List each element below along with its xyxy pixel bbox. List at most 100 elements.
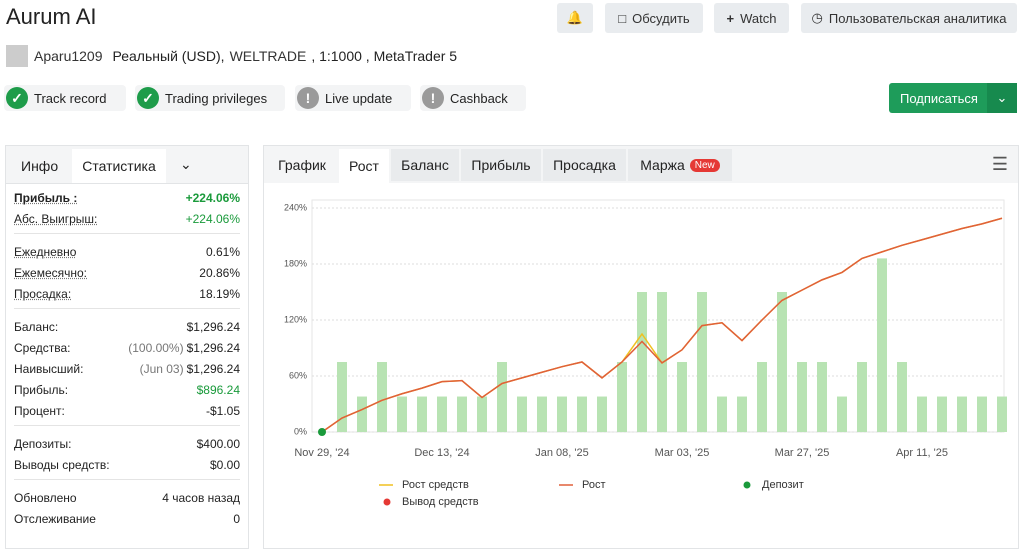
separator [14, 308, 240, 309]
stat-value-text: $0.00 [209, 458, 240, 472]
stat-label: Депозиты: [14, 437, 72, 451]
chart-tab[interactable]: График [278, 157, 326, 173]
stat-value-text: 18.19% [199, 287, 240, 301]
bell-button[interactable]: 🔔 [557, 3, 593, 33]
bar [817, 362, 827, 432]
stat-value: 18.19% [199, 287, 240, 301]
chart-tab[interactable]: Просадка [543, 149, 626, 181]
stat-row: Отслеживание 0 [14, 512, 240, 526]
user-link[interactable]: Aparu1209 [34, 48, 103, 64]
bar [457, 396, 467, 432]
badge: ✓ Track record [4, 85, 126, 111]
stat-value: (100.00%) $1,296.24 [128, 341, 240, 355]
badge-label: Trading privileges [165, 90, 268, 106]
bar [497, 362, 507, 432]
badge-icon: ✓ [137, 87, 159, 109]
account-details: , 1:1000 , MetaTrader 5 [311, 48, 458, 64]
subscribe-button[interactable]: Подписаться ⌄ [889, 83, 1017, 113]
stat-row: Выводы средств: $0.00 [14, 458, 240, 472]
stat-label: Обновлено [14, 491, 77, 505]
broker-link[interactable]: WELTRADE [229, 48, 307, 64]
stat-value-text: +224.06% [185, 191, 240, 205]
y-tick-label: 60% [289, 370, 307, 380]
stat-value-text: 0.61% [205, 245, 240, 259]
stat-row: Ежедневно 0.61% [14, 245, 240, 259]
bar [437, 396, 447, 432]
stat-row: Наивысший: (Jun 03) $1,296.24 [14, 362, 240, 376]
stat-label: Абс. Выигрыш: [14, 212, 98, 226]
stat-value: -$1.05 [206, 404, 240, 418]
settings-icon[interactable]: ☰ [991, 154, 1008, 174]
legend-swatch [743, 481, 751, 489]
chart-tab[interactable]: Рост [339, 149, 389, 183]
y-tick-label: 240% [284, 202, 307, 212]
bar [417, 396, 427, 432]
bar [357, 396, 367, 432]
stat-label: Средства: [14, 341, 71, 355]
bar [837, 396, 847, 432]
stat-value-text: $1,296.24 [186, 341, 240, 355]
discuss-button[interactable]: □ Обсудить [605, 3, 703, 33]
bar [977, 396, 987, 432]
stat-value-text: +224.06% [185, 212, 240, 226]
button-label: Обсудить [632, 10, 690, 26]
chart-tab[interactable]: Прибыль [461, 149, 541, 181]
subscribe-dropdown[interactable]: ⌄ [987, 83, 1017, 113]
stat-value-text: $1,296.24 [186, 320, 240, 334]
bar [797, 362, 807, 432]
stat-row: Средства: (100.00%) $1,296.24 [14, 341, 240, 355]
bar [697, 292, 707, 432]
title: Aurum AI [6, 4, 97, 29]
stat-value-text: 0 [233, 512, 240, 526]
legend-label: Рост средств [402, 479, 469, 491]
stat-label: Процент: [14, 404, 65, 418]
chart-tab[interactable]: Баланс [391, 149, 459, 181]
y-tick-label: 180% [284, 258, 307, 268]
tab-more[interactable]: ⌄ [180, 156, 192, 172]
stat-value-text: -$1.05 [205, 404, 240, 418]
stat-value-text: $1,296.24 [186, 362, 240, 376]
new-badge: New [689, 158, 720, 172]
stat-value: 20.86% [199, 266, 240, 280]
stat-row: Обновлено 4 часов назад [14, 491, 240, 505]
stat-value-text: 4 часов назад [162, 491, 240, 505]
stat-value-text: 20.86% [199, 266, 240, 280]
chart-tab[interactable]: Маржа New [628, 149, 732, 181]
watch-button[interactable]: + Watch [714, 3, 789, 33]
stat-value: (Jun 03) $1,296.24 [140, 362, 240, 376]
separator [14, 233, 240, 234]
bar [877, 258, 887, 432]
badge-label: Live update [325, 90, 393, 106]
stat-value: $0.00 [210, 458, 240, 472]
y-tick-label: 120% [284, 314, 307, 324]
stat-value-text: $400.00 [196, 437, 240, 451]
badge: ! Live update [295, 85, 411, 111]
badge-icon: ✓ [6, 87, 28, 109]
button-label: Watch [740, 10, 777, 26]
stat-value: +224.06% [186, 191, 240, 205]
badge-icon: ! [422, 87, 444, 109]
legend-label: Вывод средств [402, 496, 479, 508]
bar [537, 396, 547, 432]
x-tick-label: Dec 13, '24 [414, 447, 469, 459]
badge-label: Track record [34, 90, 107, 106]
stat-label: Ежедневно [14, 245, 77, 259]
stat-label: Прибыль: [14, 383, 69, 397]
account-line: Aparu1209 Реальный (USD), WELTRADE , 1:1… [34, 48, 457, 64]
bar [957, 396, 967, 432]
line [321, 217, 1003, 433]
stat-row: Прибыль: $896.24 [14, 383, 240, 397]
tab-active[interactable]: Статистика [72, 149, 166, 183]
analytics-button[interactable]: ◷ Пользовательская аналитика [801, 3, 1017, 33]
bar [637, 292, 647, 432]
stat-row: Абс. Выигрыш: +224.06% [14, 212, 240, 226]
tab[interactable]: Инфо [21, 158, 59, 174]
bar [337, 362, 347, 432]
subscribe-label: Подписаться [900, 91, 978, 106]
bar [577, 396, 587, 432]
avatar [6, 45, 28, 67]
account-type: Реальный (USD), [112, 48, 225, 64]
bar [717, 396, 727, 432]
